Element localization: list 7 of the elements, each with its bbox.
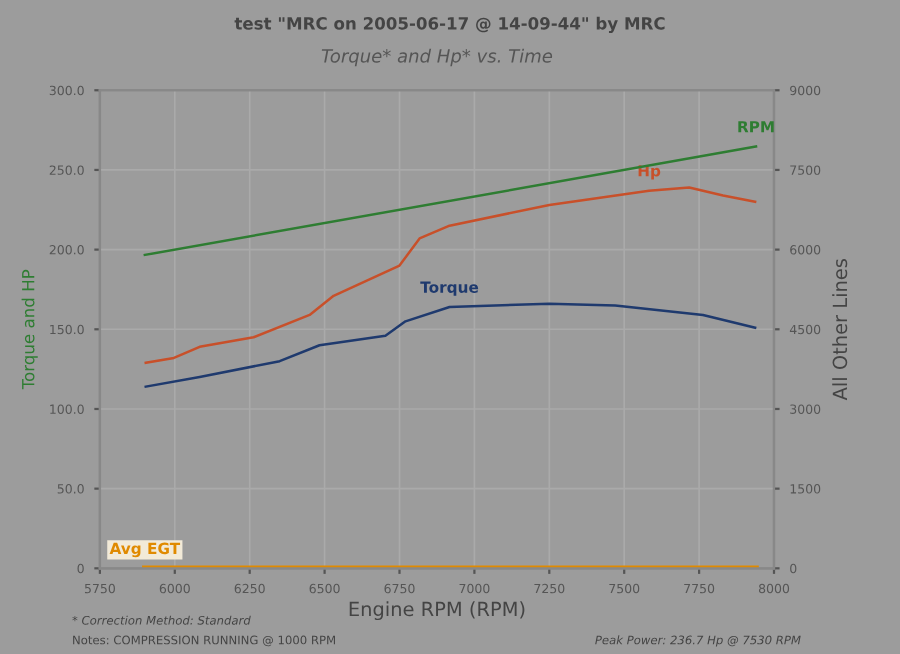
y-axis-title: Torque and HP	[21, 269, 38, 390]
chart-subtitle: Torque* and Hp* vs. Time	[321, 48, 553, 67]
y2-axis-title: All Other Lines	[832, 259, 848, 401]
chart-title: test "MRC on 2005-06-17 @ 14-09-44" by MRC	[234, 16, 665, 34]
x-axis-title: Engine RPM (RPM)	[349, 601, 525, 621]
line-series	[144, 186, 757, 364]
line-series	[144, 302, 757, 388]
